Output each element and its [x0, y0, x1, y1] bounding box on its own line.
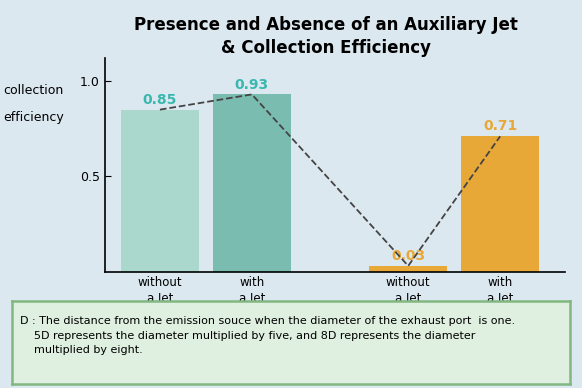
Bar: [121, 110, 199, 272]
Text: 8D: 8D: [442, 315, 467, 333]
Text: 0.71: 0.71: [483, 120, 517, 133]
Text: 0.93: 0.93: [235, 78, 269, 92]
Text: Presence and Absence of an Auxiliary Jet
& Collection Efficiency: Presence and Absence of an Auxiliary Jet…: [134, 16, 518, 57]
Text: 0.03: 0.03: [391, 249, 425, 263]
Bar: [213, 94, 291, 272]
Text: efficiency: efficiency: [3, 111, 64, 125]
Text: collection: collection: [3, 84, 63, 97]
Bar: [461, 136, 540, 272]
Text: D : The distance from the emission souce when the diameter of the exhaust port  : D : The distance from the emission souce…: [20, 316, 515, 355]
Text: 5D: 5D: [193, 315, 218, 333]
Text: 0.85: 0.85: [143, 93, 177, 107]
Bar: [369, 266, 448, 272]
